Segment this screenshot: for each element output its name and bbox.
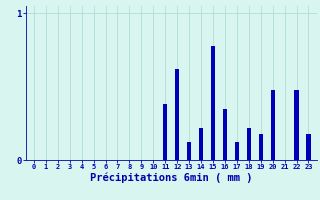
Bar bbox=[270, 90, 275, 160]
Bar bbox=[259, 134, 263, 160]
Bar bbox=[235, 142, 239, 160]
X-axis label: Précipitations 6min ( mm ): Précipitations 6min ( mm ) bbox=[90, 173, 252, 183]
Bar bbox=[223, 109, 227, 160]
Bar bbox=[247, 128, 251, 160]
Bar bbox=[163, 104, 167, 160]
Bar bbox=[199, 128, 203, 160]
Bar bbox=[306, 134, 310, 160]
Bar bbox=[294, 90, 299, 160]
Bar bbox=[187, 142, 191, 160]
Bar bbox=[211, 46, 215, 160]
Bar bbox=[175, 69, 179, 160]
